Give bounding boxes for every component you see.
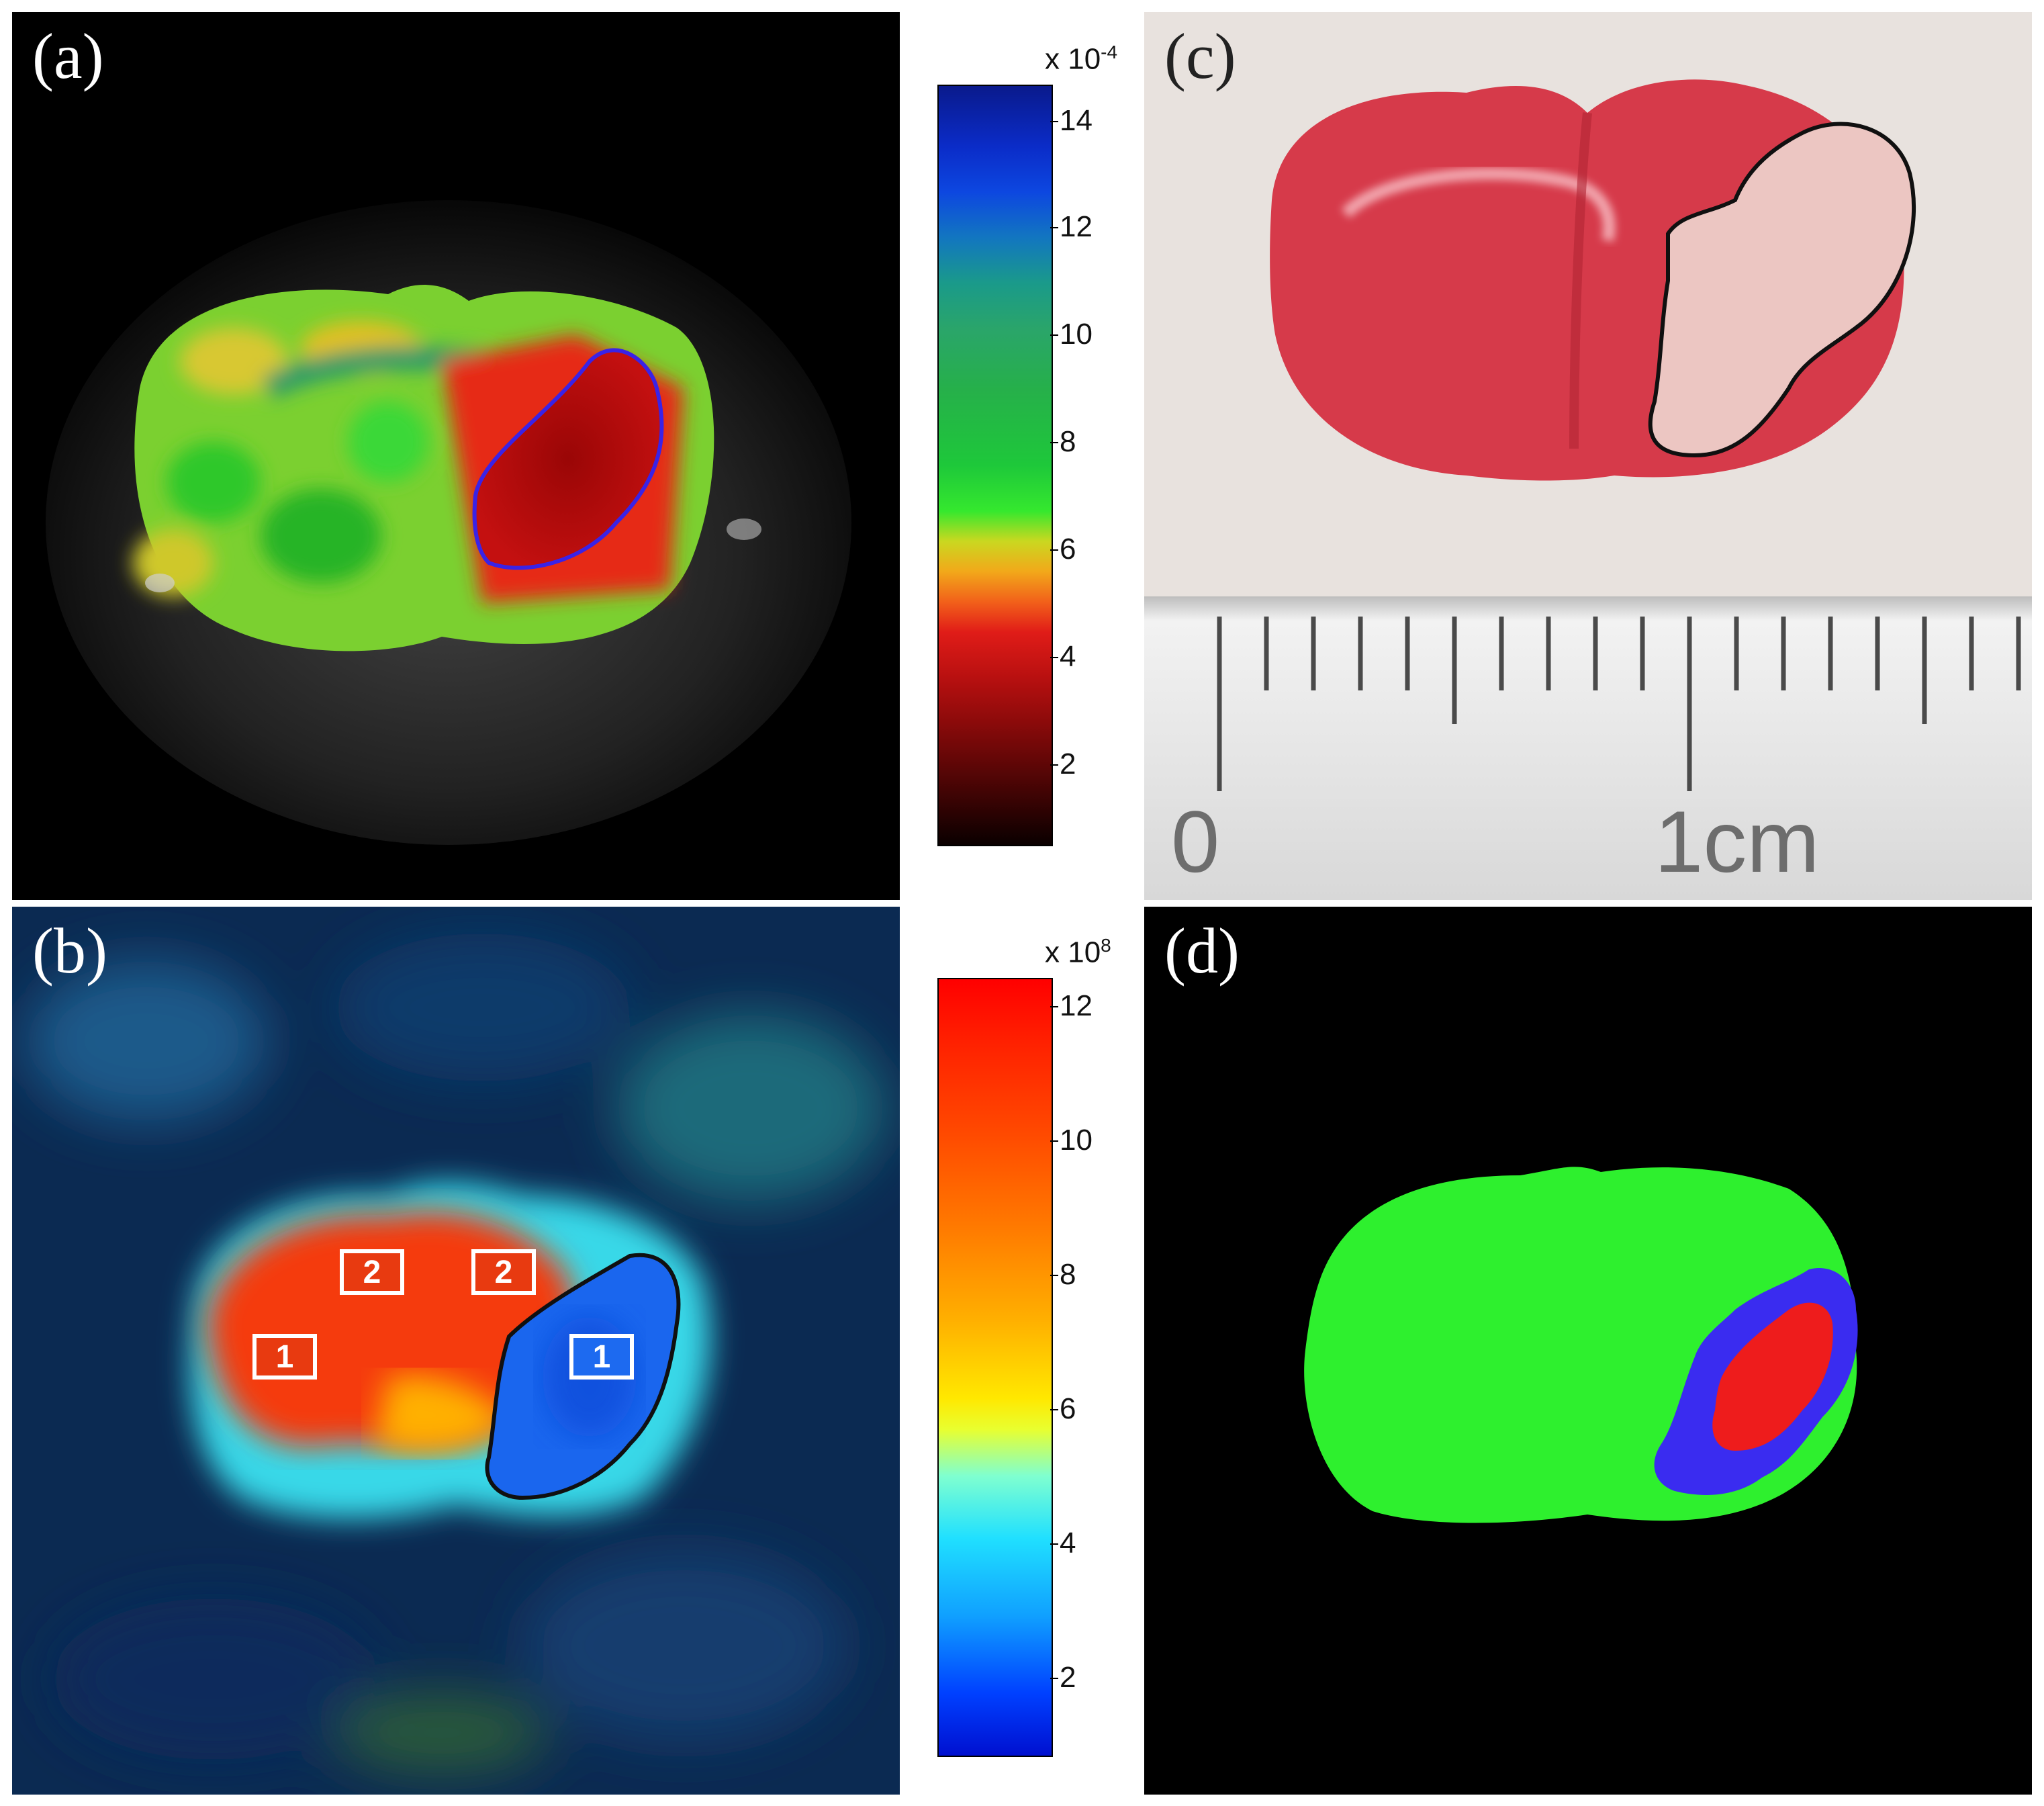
infarct-outline <box>1648 122 1916 458</box>
ruler-ticks <box>1217 617 2021 791</box>
colorbar-a-tick: 8 <box>1050 425 1076 458</box>
panel-a-mri-overlay: (a) <box>12 12 900 900</box>
colorbar-a-tick: 14 <box>1050 104 1093 137</box>
panel-d-letter: (d) <box>1164 915 1240 987</box>
colorbar-a-tick: 10 <box>1050 318 1093 351</box>
colorbar-a-tick: 4 <box>1050 640 1076 673</box>
panel-a-image <box>46 200 851 845</box>
colorbar-a-multiplier: x 10-4 <box>1045 43 1117 75</box>
panel-c-image <box>1144 12 2032 900</box>
colorbar-a-multiplier-exp: -4 <box>1101 42 1118 62</box>
colorbar-b-tick: 10 <box>1050 1124 1093 1157</box>
panel-d-image <box>1304 1167 1858 1523</box>
colorbar-a-tick: 6 <box>1050 533 1076 566</box>
panel-b-perfusion-map: (b) 2 2 1 1 <box>12 907 900 1795</box>
ruler-label-zero: 0 <box>1171 793 1220 891</box>
panel-b-letter: (b) <box>32 915 107 987</box>
colorbar-b-multiplier-exp: 8 <box>1101 935 1111 956</box>
roi-marker-1: 1 <box>252 1334 317 1380</box>
panel-d-segmentation-map: (d) <box>1144 907 2032 1795</box>
colorbar-b-tick: 12 <box>1050 989 1093 1022</box>
colorbar-a <box>937 85 1053 846</box>
panel-b-image <box>26 934 885 1773</box>
segment-core <box>1712 1302 1833 1451</box>
ruler <box>1144 596 2032 900</box>
colorbar-b-multiplier: x 108 <box>1045 936 1111 968</box>
colorbar-b-tick: 6 <box>1050 1392 1076 1425</box>
panel-a-letter: (a) <box>32 20 104 92</box>
ruler-label-1cm: 1cm <box>1655 793 1820 891</box>
colorbar-a-multiplier-base: x 10 <box>1045 42 1101 76</box>
roi-marker-2: 2 <box>471 1249 536 1295</box>
colorbar-b-tick: 8 <box>1050 1258 1076 1291</box>
background-texture <box>26 934 885 1773</box>
roi-marker-2: 2 <box>340 1249 404 1295</box>
colorbar-b-multiplier-base: x 10 <box>1045 936 1101 969</box>
colorbar-b-tick: 2 <box>1050 1661 1076 1694</box>
colorbar-a-tick: 2 <box>1050 748 1076 780</box>
panel-c-stained-slice-photo: (c) 0 1cm <box>1144 12 2032 900</box>
colorbar-a-tick: 12 <box>1050 210 1093 243</box>
colorbar-b <box>937 978 1053 1757</box>
colorbar-b-tick: 4 <box>1050 1527 1076 1560</box>
roi-marker-1: 1 <box>569 1334 634 1380</box>
infarct-core-outline <box>472 348 664 570</box>
panel-c-letter: (c) <box>1164 20 1236 92</box>
